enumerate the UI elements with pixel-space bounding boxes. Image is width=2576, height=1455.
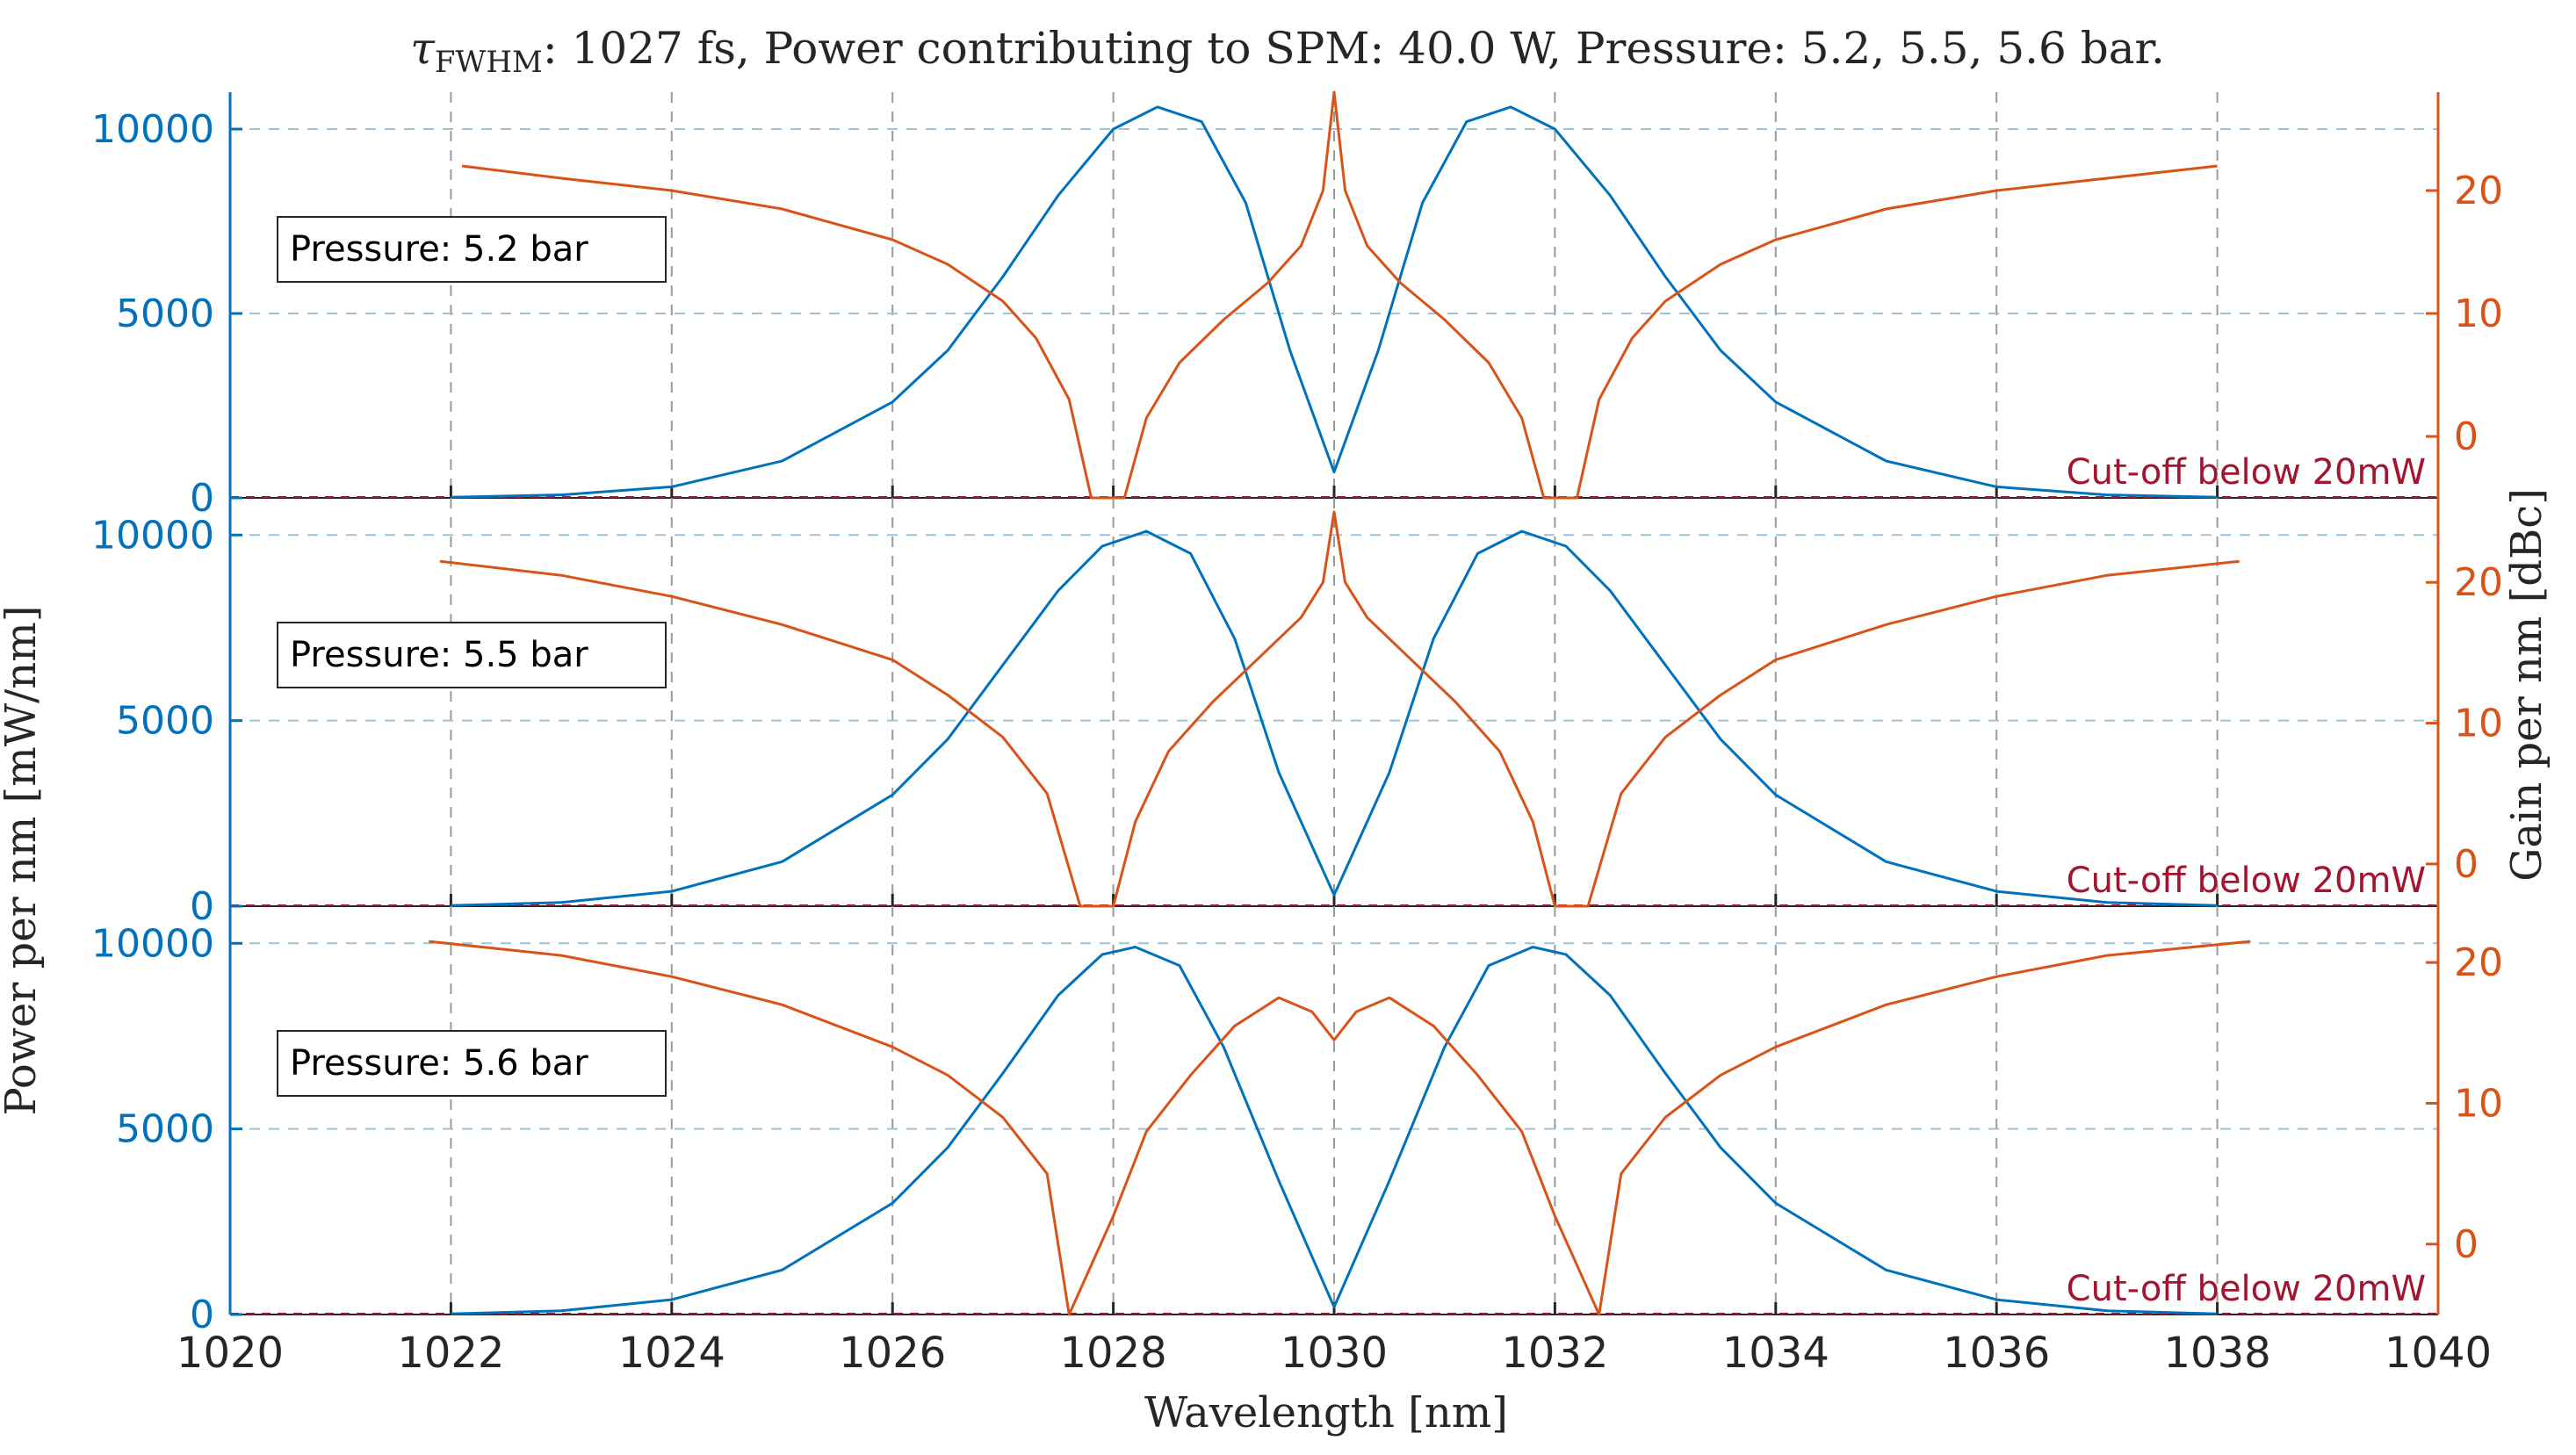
cutoff-label: Cut-off below 20mW (2067, 1269, 2426, 1309)
y-tick-label-right: 0 (2454, 1222, 2479, 1267)
cutoff-label: Cut-off below 20mW (2067, 452, 2426, 493)
y-tick-label-right: 0 (2454, 842, 2479, 887)
y-tick-label-right: 20 (2454, 169, 2503, 213)
y-tick-label-right: 10 (2454, 702, 2503, 746)
pressure-annotation: Pressure: 5.6 bar (290, 1043, 588, 1084)
pressure-annotation-box (277, 622, 667, 688)
pressure-annotation: Pressure: 5.2 bar (290, 229, 588, 270)
x-tick-label: 1038 (2164, 1329, 2271, 1378)
power-line-panel-2 (451, 529, 2218, 907)
y-tick-label-left: 5000 (116, 1107, 214, 1152)
x-tick-label: 1032 (1501, 1329, 1608, 1378)
y-tick-label-left: 10000 (91, 513, 214, 558)
x-tick-label: 1022 (397, 1329, 504, 1378)
y-tick-label-left: 10000 (91, 921, 214, 966)
y-tick-label-right: 10 (2454, 1081, 2503, 1126)
pressure-annotation: Pressure: 5.5 bar (290, 635, 588, 675)
x-tick-label: 1040 (2385, 1329, 2492, 1378)
cutoff-label: Cut-off below 20mW (2067, 861, 2426, 901)
panel-1: 0 5000 10000 0 10 20 Pressure: 5.2 bar Cut-off … (91, 90, 2503, 521)
panel-2: 0 5000 10000 0 10 20 Pressure: 5.5 bar Cut-off … (91, 498, 2503, 929)
x-tick-label: 1026 (839, 1329, 946, 1378)
x-tick-label: 1030 (1281, 1329, 1388, 1378)
title-subscript: FWHM (435, 45, 543, 80)
x-tick-label: 1028 (1060, 1329, 1167, 1378)
gain-line-panel-2 (439, 510, 2240, 908)
panel-3: 0 5000 10000 0 10 20 Pressure: 5.6 bar Cut-off … (91, 906, 2503, 1337)
x-tick-label: 1024 (618, 1329, 725, 1378)
y-axis-label-left: Power per nm [mW/nm] (0, 606, 46, 1116)
pressure-annotation-box (277, 216, 667, 283)
y-axis-label-right: Gain per nm [dBc] (2502, 488, 2551, 882)
gain-line-panel-1 (461, 90, 2218, 500)
y-tick-label-right: 20 (2454, 940, 2503, 985)
chart-title: τFWHM: 1027 fs, Power contributing to SP… (410, 23, 2165, 80)
y-tick-label-left: 10000 (91, 107, 214, 152)
x-tick-label: 1020 (177, 1329, 284, 1378)
gain-line-panel-3 (429, 940, 2251, 1316)
y-tick-label-left: 0 (190, 1293, 214, 1337)
y-tick-label-left: 5000 (116, 292, 214, 336)
y-tick-label-left: 0 (190, 476, 214, 521)
x-axis: 1020 1022 1024 1026 1028 1030 1032 1034 1036 1038… (177, 1329, 2492, 1378)
title-tau: τ (410, 23, 436, 74)
power-line-panel-3 (451, 946, 2218, 1315)
title-text: : 1027 fs, Power contributing to SPM: 40… (543, 23, 2165, 74)
y-tick-label-right: 20 (2454, 560, 2503, 605)
x-axis-label: Wavelength [nm] (1144, 1388, 1508, 1437)
y-tick-label-right: 0 (2454, 414, 2479, 459)
y-tick-label-left: 5000 (116, 699, 214, 744)
x-tick-label: 1036 (1943, 1329, 2050, 1378)
pressure-annotation-box (277, 1030, 667, 1097)
x-tick-label: 1034 (1722, 1329, 1829, 1378)
y-tick-label-right: 10 (2454, 292, 2503, 336)
power-line-panel-1 (451, 105, 2218, 499)
y-tick-label-left: 0 (190, 884, 214, 929)
